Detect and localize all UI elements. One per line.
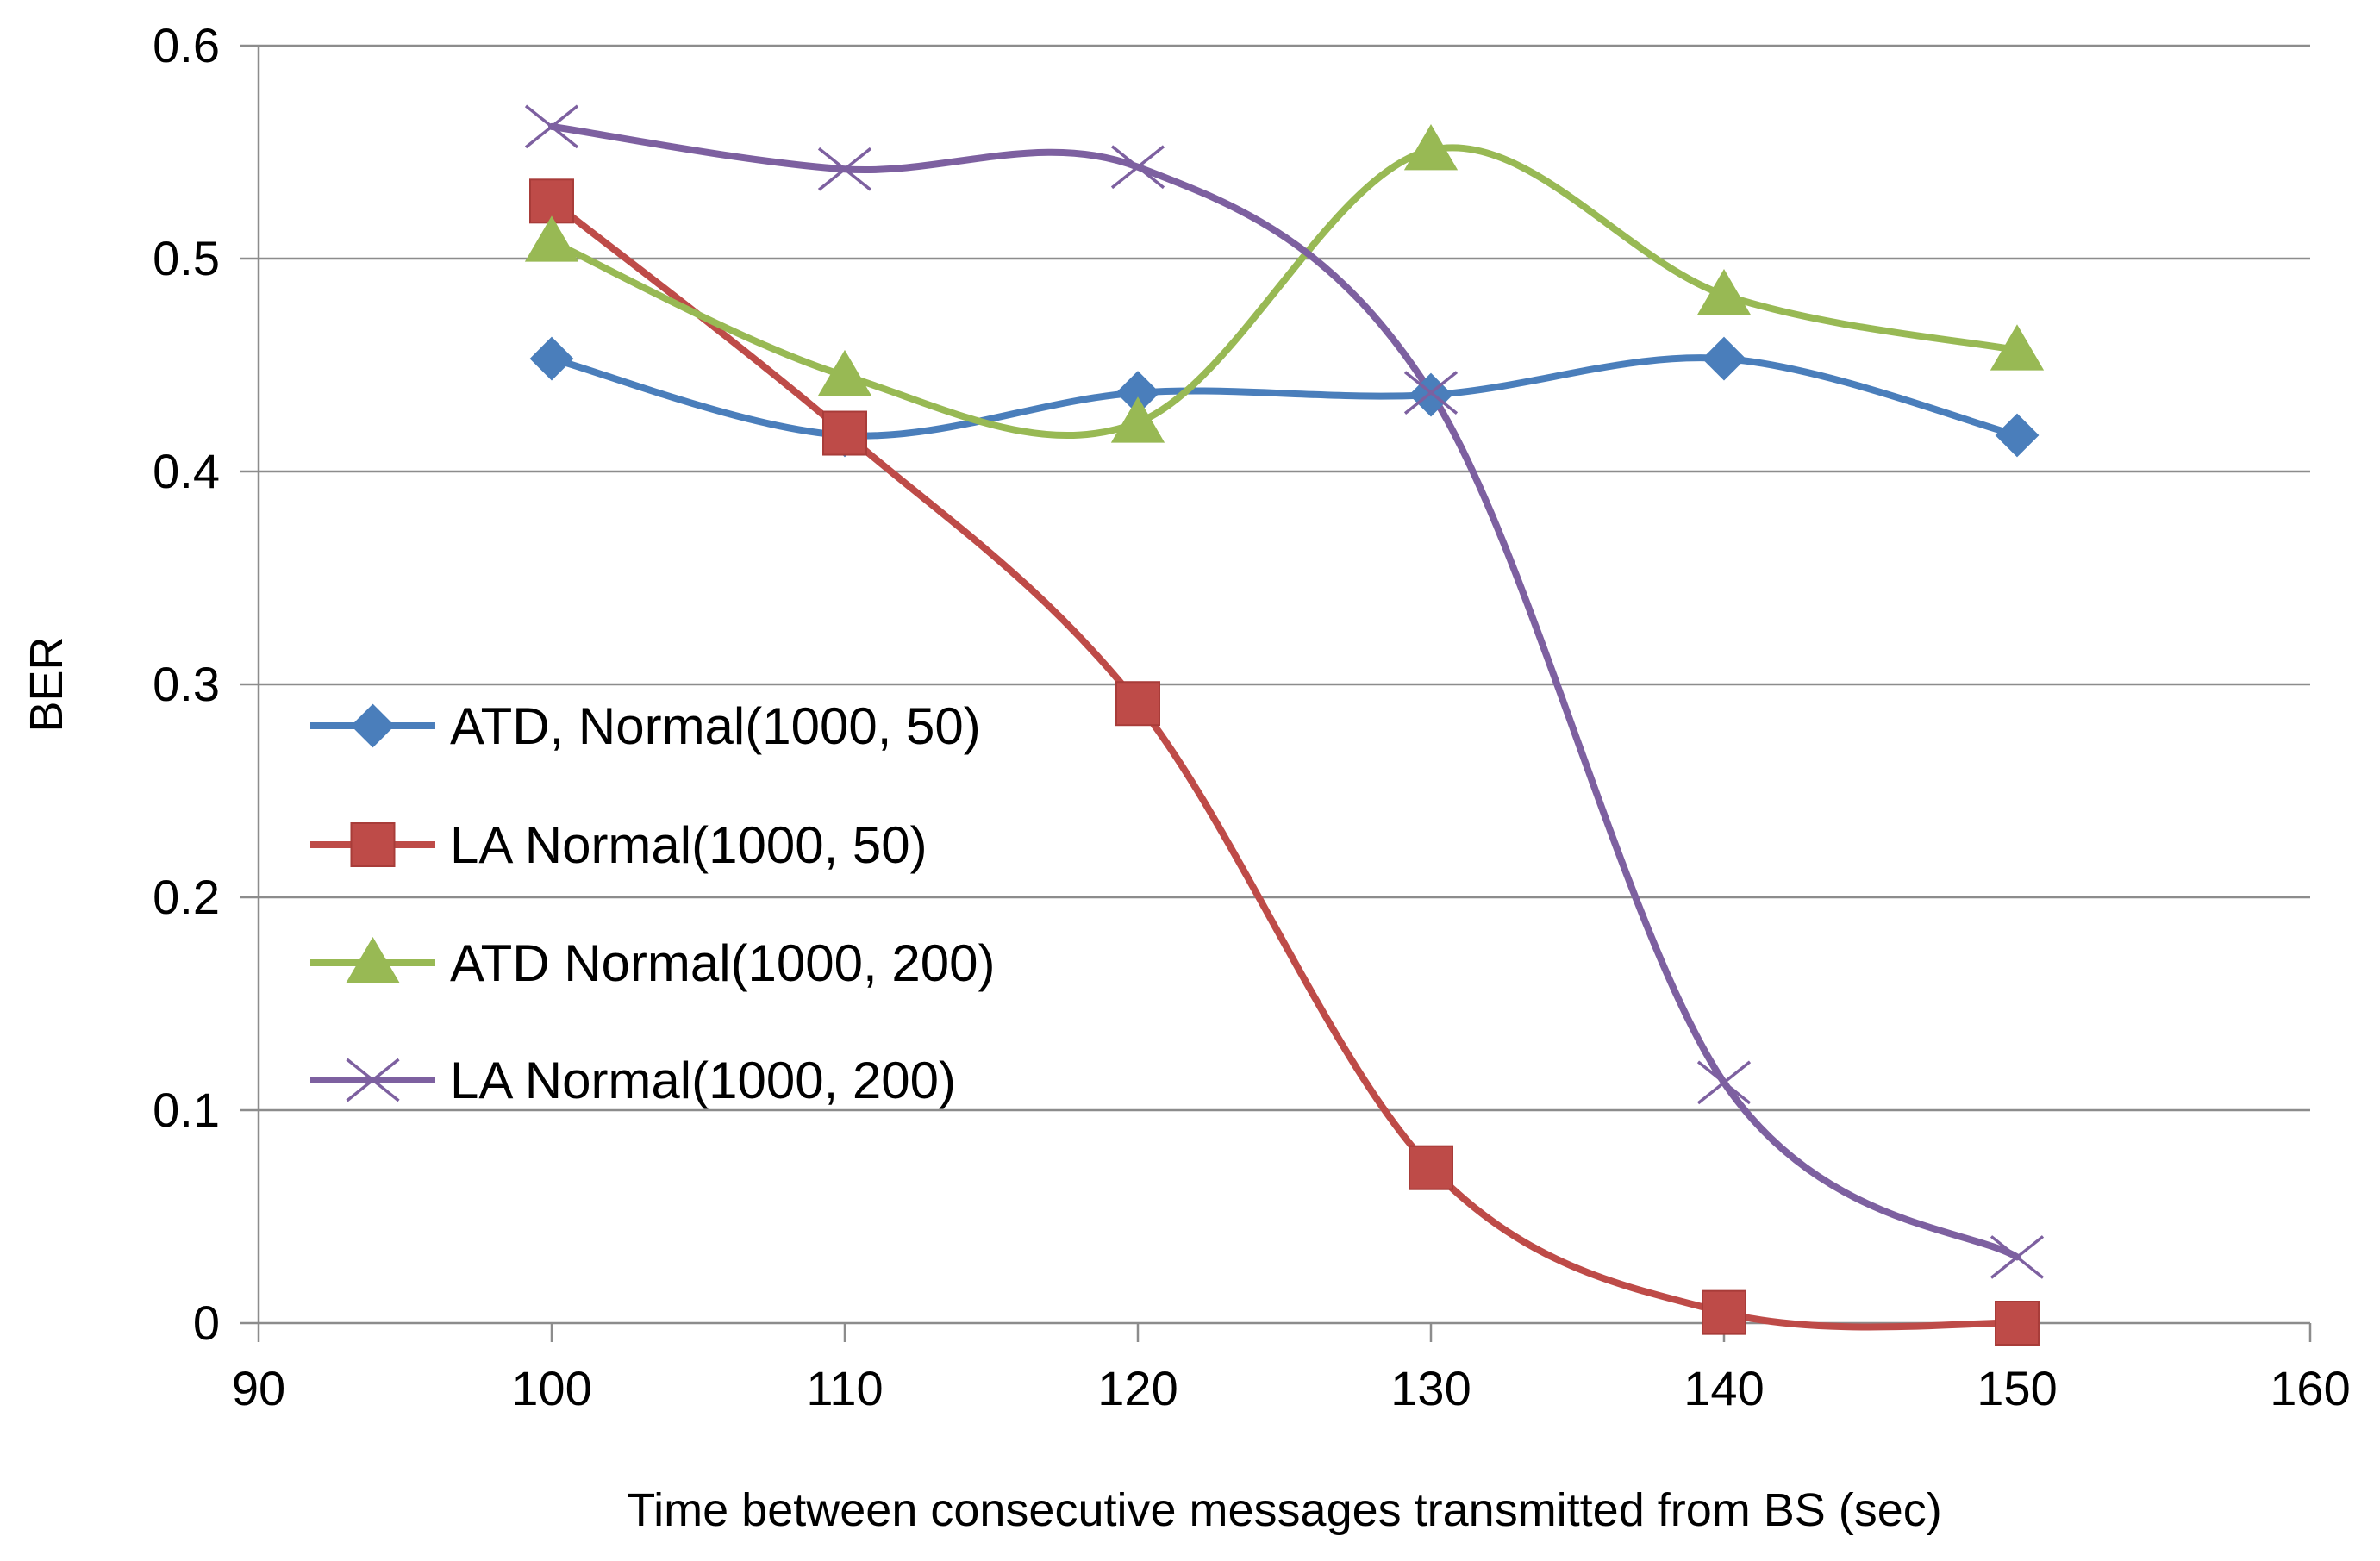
data-point-series-4 [1403, 371, 1459, 415]
legend-label: ATD, Normal(1000, 50) [450, 697, 981, 755]
data-point-series-1 [529, 336, 574, 381]
y-tick-label: 0 [193, 1296, 220, 1350]
legend-item: LA Normal(1000, 200) [310, 1052, 956, 1109]
series-line-1 [548, 354, 2021, 440]
x-axis-title: Time between consecutive messages transm… [627, 1484, 1942, 1536]
data-point-series-4 [817, 147, 872, 191]
series-markers [524, 104, 2045, 1346]
gridlines [259, 44, 2310, 1112]
data-point-series-2 [1995, 1301, 2040, 1346]
data-point-series-2 [529, 178, 574, 224]
x-tick-label: 90 [232, 1361, 285, 1415]
y-tick-label: 0.6 [153, 18, 220, 72]
data-point-series-2 [1702, 1289, 1746, 1335]
data-point-series-4 [1990, 1235, 2045, 1279]
x-marker-stroke [1990, 1235, 2045, 1279]
data-point-series-3 [1110, 396, 1165, 443]
x-tick-label: 100 [511, 1361, 591, 1415]
data-point-series-4 [524, 104, 579, 149]
data-point-series-2 [822, 410, 867, 456]
data-point-series-3 [1696, 269, 1752, 315]
legend-label: LA Normal(1000, 200) [450, 1052, 956, 1109]
x-marker-stroke [346, 1058, 400, 1102]
x-tick-label: 140 [1683, 1361, 1764, 1415]
legend: ATD, Normal(1000, 50) LA Normal(1000, 50)… [310, 697, 995, 1109]
y-tick-label: 0.1 [153, 1083, 220, 1137]
data-point-series-1 [1702, 336, 1746, 381]
x-marker-stroke [1110, 145, 1165, 190]
x-marker-stroke [1403, 371, 1459, 415]
x-tick-label: 120 [1097, 1361, 1178, 1415]
legend-item: ATD, Normal(1000, 50) [310, 697, 981, 755]
data-point-series-3 [817, 349, 872, 396]
data-point-series-3 [524, 215, 579, 262]
data-point-series-4 [1696, 1060, 1752, 1105]
x-tick-label: 160 [2270, 1361, 2350, 1415]
legend-marker [346, 1058, 400, 1102]
data-point-series-2 [1409, 1145, 1453, 1190]
legend-marker [350, 822, 396, 867]
legend-marker [351, 703, 395, 748]
x-tick-label: 130 [1390, 1361, 1471, 1415]
y-tick-label: 0.4 [153, 444, 220, 498]
y-axis-title: BER [21, 636, 72, 732]
y-tick-label: 0.5 [153, 231, 220, 285]
y-tick-label: 0.2 [153, 870, 220, 924]
data-point-series-2 [1115, 681, 1160, 727]
y-tick-label: 0.3 [153, 657, 220, 711]
data-point-series-3 [1990, 324, 2045, 371]
legend-item: ATD Normal(1000, 200) [310, 934, 995, 992]
tick-labels: 0 0.1 0.2 0.3 0.4 0.5 0.6 90 100 110 120 130 140 150 1… [153, 18, 2351, 1415]
series-line-3 [548, 144, 2021, 440]
legend-label: LA Normal(1000, 50) [450, 816, 928, 874]
x-tick-label: 150 [1977, 1361, 2057, 1415]
x-tick-label: 110 [806, 1361, 883, 1415]
data-point-series-4 [1110, 145, 1165, 190]
x-marker-stroke [1696, 1060, 1752, 1105]
data-point-series-1 [1995, 413, 2040, 458]
x-marker-stroke [817, 147, 872, 191]
data-point-series-3 [1403, 124, 1459, 171]
legend-marker [346, 937, 400, 983]
x-marker-stroke [524, 104, 579, 149]
legend-label: ATD Normal(1000, 200) [450, 934, 995, 992]
legend-item: LA Normal(1000, 50) [310, 816, 928, 874]
